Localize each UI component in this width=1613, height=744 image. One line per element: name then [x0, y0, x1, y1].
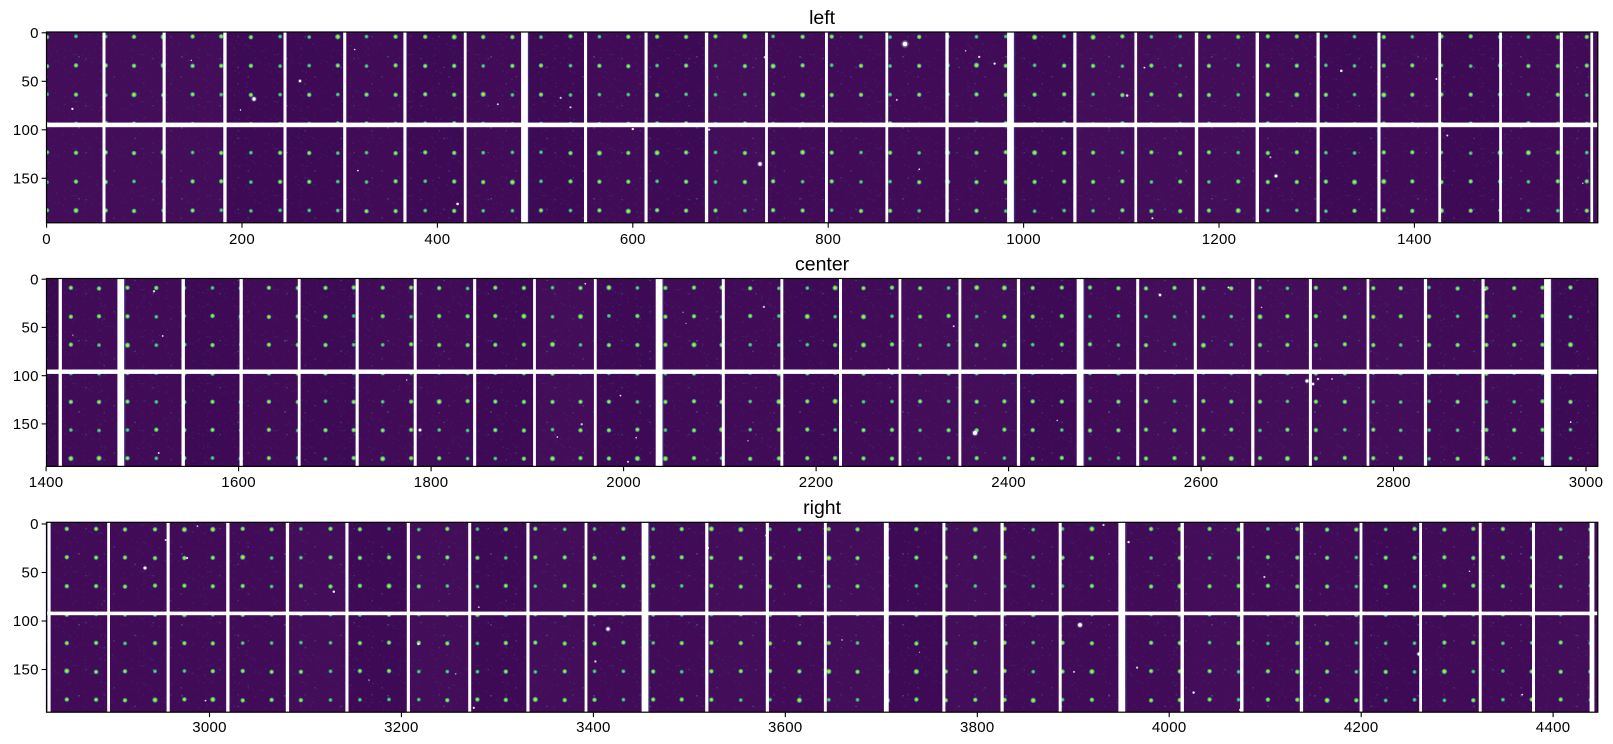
svg-text:1000: 1000 — [1006, 231, 1041, 248]
svg-text:600: 600 — [620, 231, 646, 248]
svg-text:3000: 3000 — [192, 719, 227, 736]
svg-text:100: 100 — [13, 368, 39, 385]
svg-text:2200: 2200 — [799, 474, 834, 491]
svg-text:1400: 1400 — [29, 474, 64, 491]
svg-text:2000: 2000 — [606, 474, 641, 491]
svg-text:200: 200 — [229, 231, 255, 248]
svg-text:3600: 3600 — [768, 719, 803, 736]
svg-text:right: right — [803, 497, 842, 519]
svg-text:50: 50 — [22, 73, 39, 90]
svg-text:1400: 1400 — [1397, 231, 1432, 248]
svg-text:3800: 3800 — [960, 719, 995, 736]
svg-text:1600: 1600 — [221, 474, 256, 491]
svg-text:1200: 1200 — [1202, 231, 1237, 248]
svg-text:800: 800 — [815, 231, 841, 248]
svg-text:0: 0 — [30, 25, 39, 42]
svg-text:3200: 3200 — [384, 719, 419, 736]
svg-text:150: 150 — [13, 662, 39, 679]
svg-text:50: 50 — [22, 565, 39, 582]
svg-text:1800: 1800 — [414, 474, 449, 491]
svg-text:400: 400 — [424, 231, 450, 248]
svg-text:2400: 2400 — [991, 474, 1026, 491]
svg-text:150: 150 — [13, 170, 39, 187]
svg-text:center: center — [795, 253, 850, 275]
svg-text:left: left — [809, 7, 836, 29]
svg-text:4400: 4400 — [1536, 719, 1571, 736]
svg-text:4200: 4200 — [1344, 719, 1379, 736]
svg-text:100: 100 — [13, 613, 39, 630]
svg-text:2600: 2600 — [1184, 474, 1219, 491]
svg-text:100: 100 — [13, 122, 39, 139]
svg-text:0: 0 — [42, 231, 51, 248]
svg-text:4000: 4000 — [1152, 719, 1187, 736]
svg-text:150: 150 — [13, 416, 39, 433]
svg-text:3000: 3000 — [1569, 474, 1604, 491]
svg-text:50: 50 — [22, 320, 39, 337]
svg-text:0: 0 — [30, 516, 39, 533]
svg-text:2800: 2800 — [1376, 474, 1411, 491]
svg-text:3400: 3400 — [576, 719, 611, 736]
svg-text:0: 0 — [30, 271, 39, 288]
